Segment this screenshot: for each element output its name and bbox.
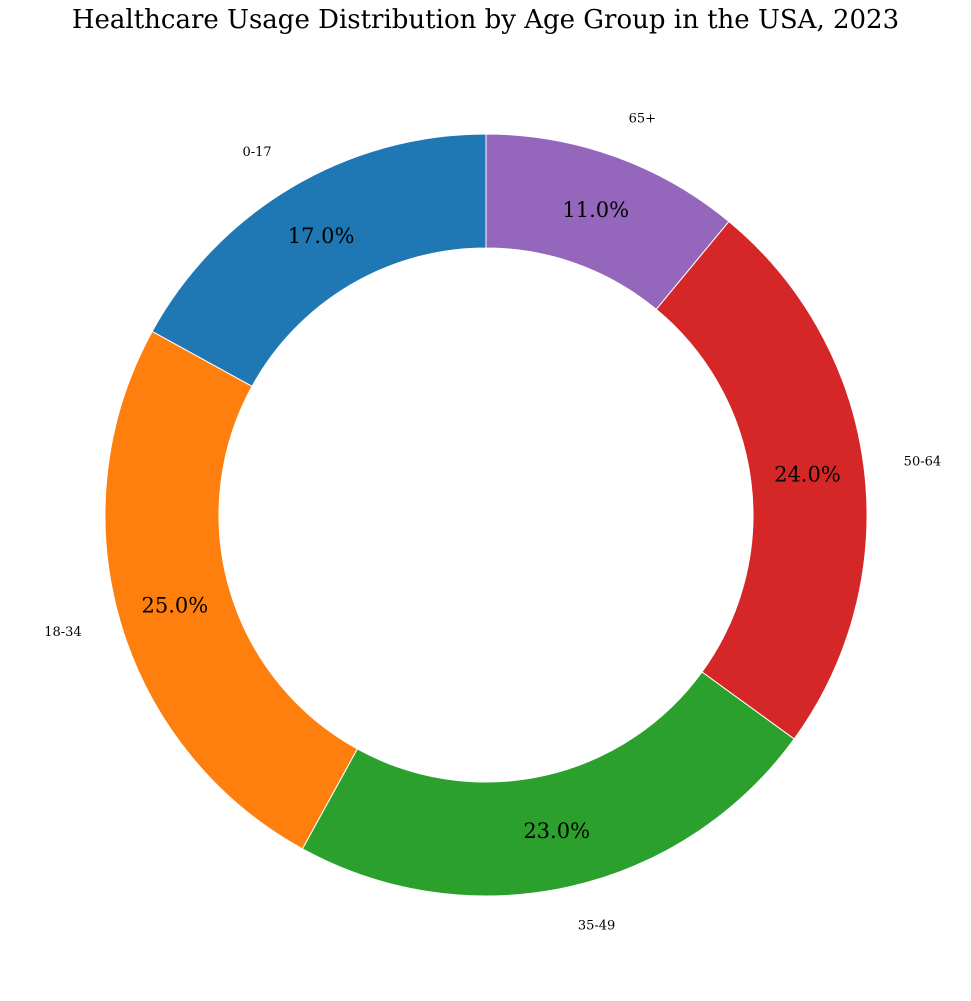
pct-label-35-49: 23.0% <box>523 819 590 843</box>
category-label-0-17: 0-17 <box>242 145 271 160</box>
category-label-65+: 65+ <box>629 111 656 126</box>
category-label-35-49: 35-49 <box>578 918 615 933</box>
slice-18-34 <box>105 331 357 848</box>
pct-label-18-34: 25.0% <box>142 593 209 617</box>
pct-label-50-64: 24.0% <box>774 462 841 486</box>
category-label-50-64: 50-64 <box>904 455 941 470</box>
category-label-18-34: 18-34 <box>44 625 81 640</box>
donut-slices <box>105 134 867 896</box>
slice-0-17 <box>152 134 486 386</box>
slice-35-49 <box>302 672 794 896</box>
pct-label-65+: 11.0% <box>562 198 629 222</box>
pct-label-0-17: 17.0% <box>288 224 355 248</box>
